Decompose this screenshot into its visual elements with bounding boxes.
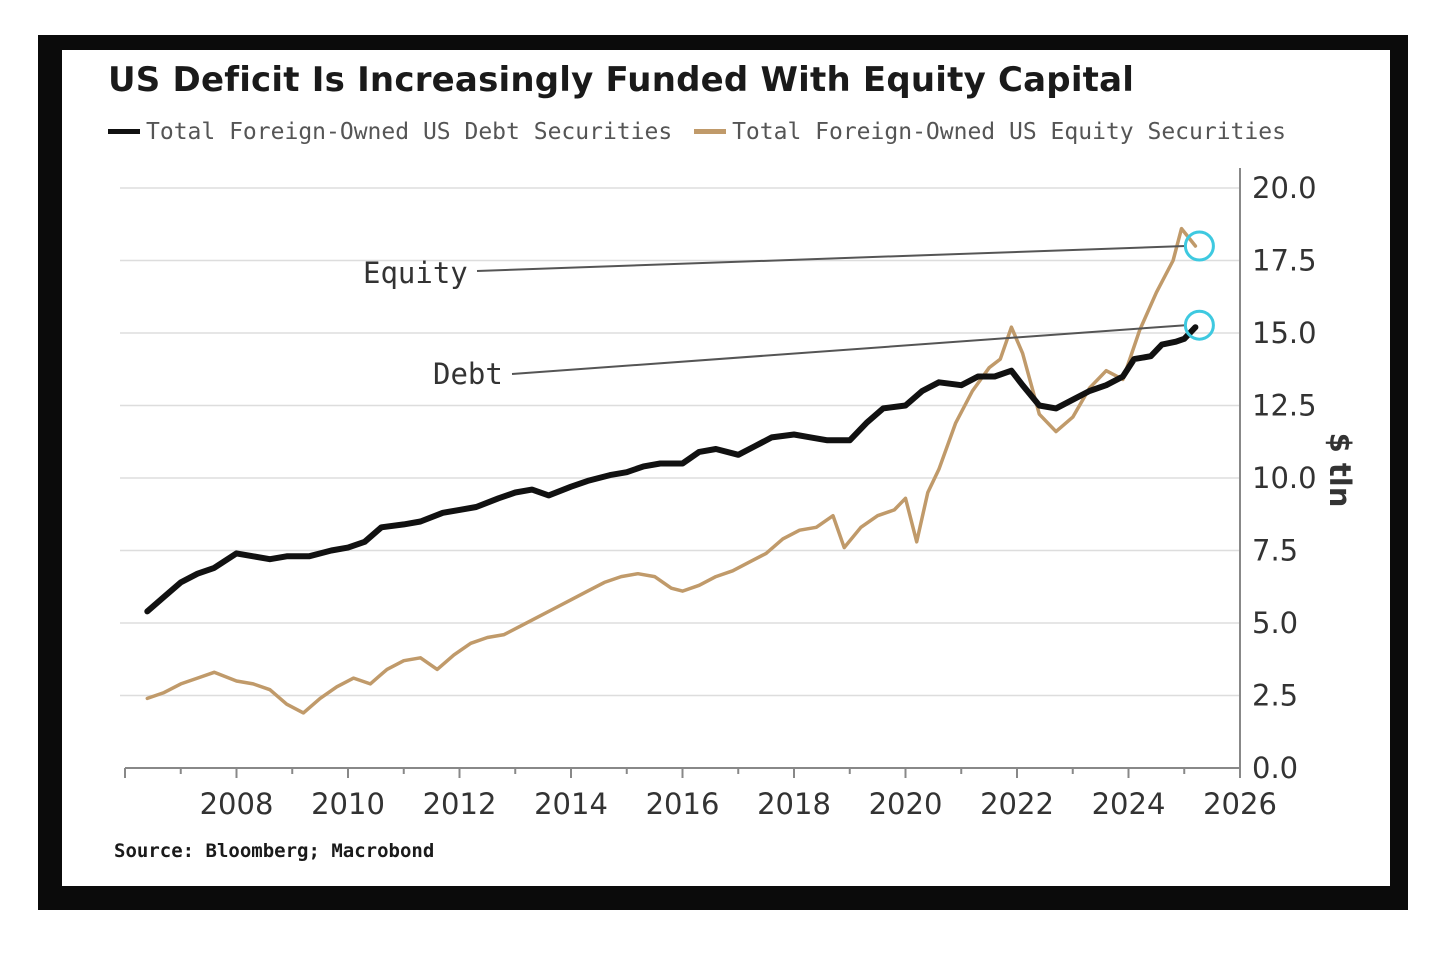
- x-tick-label: 2012: [423, 787, 497, 821]
- legend-item-debt: Total Foreign-Owned US Debt Securities: [108, 119, 672, 145]
- y-tick-label: 15.0: [1252, 316, 1317, 350]
- x-tick-label: 2018: [757, 787, 831, 821]
- x-tick-label: 2010: [311, 787, 385, 821]
- x-tick-label: 2022: [980, 787, 1054, 821]
- chart-card: [62, 50, 1390, 886]
- y-tick-label: 12.5: [1252, 389, 1317, 423]
- annotations: Debt Equity: [363, 230, 1215, 391]
- axes: 0.0 2.5 5.0 7.5 10.0 12.5 15.0 17.5 20.0 2008 2010…: [124, 168, 1317, 821]
- y-tick-label: 10.0: [1252, 461, 1317, 495]
- x-tick-label: 2014: [534, 787, 608, 821]
- annotation-leader-equity: [476, 245, 1186, 272]
- series-line-debt: [144, 324, 1199, 615]
- grid-lines: [120, 187, 1240, 697]
- highlight-circle-debt: [1183, 309, 1215, 341]
- series-lines: [144, 226, 1199, 715]
- y-tick-label: 17.5: [1252, 244, 1317, 278]
- legend-label-debt: Total Foreign-Owned US Debt Securities: [146, 118, 673, 145]
- y-tick-label: 0.0: [1252, 751, 1298, 785]
- y-tick-label: 7.5: [1252, 534, 1298, 568]
- chart-title: US Deficit Is Increasingly Funded With E…: [108, 60, 1135, 100]
- y-tick-label: 2.5: [1252, 679, 1298, 713]
- source-note: Source: Bloomberg; Macrobond: [114, 840, 435, 862]
- x-tick-label: 2020: [869, 787, 943, 821]
- annotation-label-debt: Debt: [433, 357, 503, 391]
- legend-swatch-debt: [108, 129, 140, 134]
- legend-swatch-equity: [694, 129, 727, 134]
- x-tick-label: 2008: [200, 787, 274, 821]
- annotation-leader-debt: [511, 324, 1186, 375]
- chart-legend: Total Foreign-Owned US Debt Securities T…: [108, 114, 1294, 145]
- legend-item-equity: Total Foreign-Owned US Equity Securities: [694, 119, 1286, 145]
- annotation-label-equity: Equity: [363, 256, 468, 290]
- highlight-circle-equity: [1183, 230, 1215, 262]
- y-tick-label: 5.0: [1252, 606, 1298, 640]
- y-axis-label: $ tln: [1323, 433, 1357, 508]
- series-line-equity: [145, 226, 1198, 715]
- x-tick-label: 2024: [1092, 787, 1166, 821]
- x-tick-label: 2016: [646, 787, 720, 821]
- x-tick-label: 2026: [1203, 787, 1277, 821]
- y-tick-label: 20.0: [1252, 171, 1317, 205]
- legend-label-equity: Total Foreign-Owned US Equity Securities: [732, 118, 1286, 145]
